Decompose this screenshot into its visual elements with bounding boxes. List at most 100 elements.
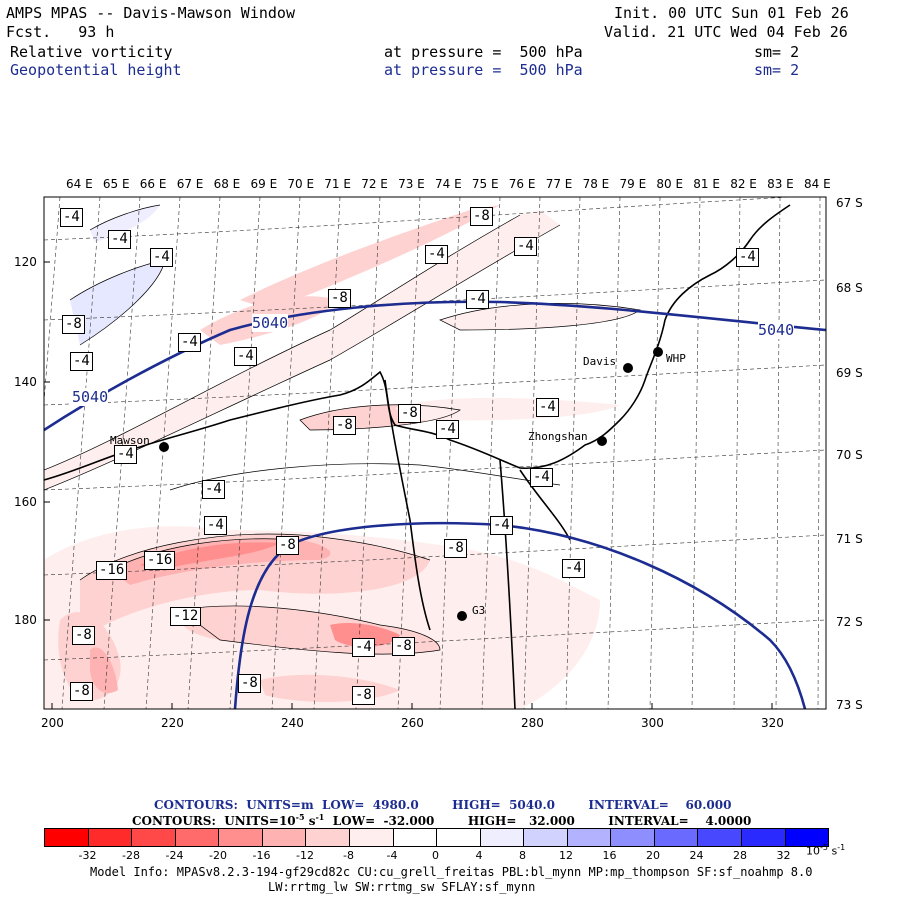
colorbar-swatch [45,829,89,846]
y-tick-label: 160 [14,495,37,509]
station-marker [159,442,169,452]
vorticity-label: -8 [238,674,261,693]
colorbar-swatch [306,829,350,846]
vorticity-label: -4 [530,468,553,487]
height-label: 5040 [72,388,109,406]
x-tick-label: 320 [761,716,784,730]
colorbar-swatch [698,829,742,846]
station-marker [457,611,467,621]
graticule [44,197,826,709]
colorbar-swatch [480,829,525,846]
field2-level: at pressure = 500 hPa [384,61,583,79]
init-time: Init. 00 UTC Sun 01 Feb 26 [614,4,849,22]
colorbar-tick-label: -16 [252,849,271,862]
vorticity-label: -16 [144,551,176,570]
vorticity-label: -8 [352,686,375,705]
station-marker [653,347,663,357]
colorbar-tick-label: 0 [432,849,439,862]
cb-unit-base: 10 [806,844,820,858]
x-tick-label: 300 [641,716,664,730]
vorticity-label: -4 [150,248,173,267]
latitude-label: 72 S [836,615,863,629]
colorbar-swatch [567,829,612,846]
vort-info-exp2: -1 [315,812,325,822]
colorbar-swatch [524,829,568,846]
latitude-label: 69 S [836,366,863,380]
y-tick-label: 180 [14,613,37,627]
longitude-label: 66 E [139,177,167,191]
longitude-label: 70 E [287,177,315,191]
x-tick-label: 200 [41,716,64,730]
colorbar-tick-label: -24 [165,849,184,862]
station-label: Davis [583,355,617,368]
longitude-label: 77 E [545,177,573,191]
height-label: 5040 [252,314,289,332]
longitude-label: 81 E [693,177,720,191]
colorbar-tick-label: -12 [296,849,314,862]
vorticity-label: -4 [114,445,137,464]
latitude-label: 70 S [836,448,863,462]
vorticity-label: -4 [514,237,537,256]
colorbar-swatch [654,829,699,846]
colorbar-swatch [742,829,786,846]
model-info-line1: Model Info: MPASv8.2.3-194-gf29cd82c CU:… [90,865,813,879]
colorbar-tick-label: 24 [689,849,704,862]
longitude-label: 72 E [361,177,388,191]
colorbar-swatch [393,829,438,846]
colorbar-swatch [175,829,220,846]
vorticity-label: -4 [352,638,375,657]
colorbar-swatch [132,829,176,846]
colorbar-tick-label: 12 [559,849,573,862]
colorbar [44,828,829,847]
vorticity-label: -4 [60,208,83,227]
vorticity-label: -16 [96,561,128,580]
cb-unit-s-exp: -1 [837,843,846,852]
colorbar-tick-label: 32 [776,849,791,862]
vorticity-label: -4 [70,352,93,371]
x-tick-label: 240 [281,716,304,730]
longitude-label: 68 E [213,177,241,191]
longitude-label: 67 E [176,177,204,191]
station-label: WHP [666,352,686,365]
vorticity-label: -4 [466,290,489,309]
field2-smoothing: sm= 2 [754,61,800,79]
longitude-label: 74 E [435,177,462,191]
colorbar-tick-label: -8 [343,849,354,862]
vorticity-label: -8 [392,637,415,656]
vorticity-contour-info: CONTOURS: UNITS=10-5 s-1 LOW= -32.000 HI… [132,812,751,828]
plot-title: AMPS MPAS -- Davis-Mawson Window [6,4,295,22]
vorticity-label: -4 [490,516,513,535]
vort-info-prefix: CONTOURS: UNITS=10 [132,814,296,828]
latitude-label: 73 S [836,698,863,712]
colorbar-tick-label: 16 [602,849,617,862]
longitude-label: 65 E [102,177,130,191]
longitude-label: 78 E [582,177,610,191]
x-tick-label: 260 [401,716,424,730]
vorticity-label: -8 [444,539,467,558]
colorbar-unit: 10-5 s-1 [806,843,845,858]
colorbar-swatch [219,829,263,846]
longitude-label: 73 E [398,177,425,191]
cb-unit-exp: -5 [820,843,828,852]
station-marker [623,363,633,373]
height-label: 5040 [758,321,795,339]
station-label: Mawson [110,434,150,447]
height-contour-info: CONTOURS: UNITS=m LOW= 4980.0 HIGH= 5040… [154,798,732,812]
coastline [44,204,791,709]
vorticity-label: -4 [234,347,257,366]
longitude-label: 75 E [471,177,499,191]
station-label: Zhongshan [528,430,588,443]
vorticity-label: -12 [170,607,202,626]
vorticity-label: -8 [328,289,351,308]
longitude-label: 83 E [767,177,794,191]
vort-info-rest: LOW= -32.000 HIGH= 32.000 INTERVAL= 4.00… [324,814,752,828]
map-frame [43,196,827,710]
colorbar-swatch [262,829,307,846]
longitude-label: 79 E [619,177,647,191]
vort-info-exp: -5 [295,812,305,822]
colorbar-swatch [88,829,133,846]
field1-name: Relative vorticity [10,43,173,61]
vorticity-label: -4 [425,245,448,264]
vort-info-s: s [304,814,316,828]
